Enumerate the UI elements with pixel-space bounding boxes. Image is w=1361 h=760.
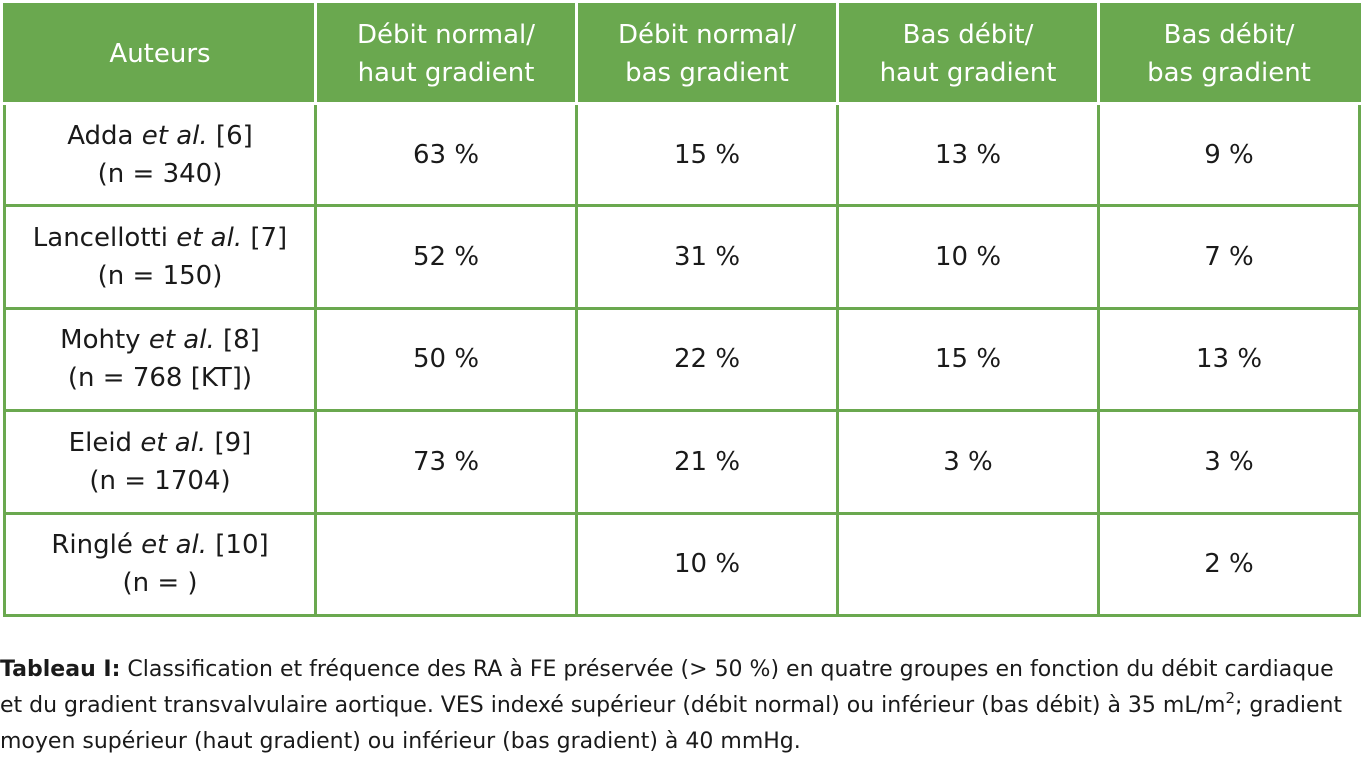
classification-table: Auteurs Débit normal/haut gradient Débit… (3, 3, 1361, 618)
value-cell: 52 % (314, 204, 578, 310)
value-cell (836, 511, 1100, 618)
value-cell: 10 % (575, 511, 839, 618)
value-cell (314, 511, 578, 618)
value-cell: 50 % (314, 306, 578, 413)
author-cell: Lancellotti et al. [7] (n = 150) (3, 204, 317, 310)
author-cell: Ringlé et al. [10] (n = ) (3, 511, 317, 618)
value-cell-highlight: 2 % (1097, 511, 1361, 618)
table-header-row: Auteurs Débit normal/haut gradient Débit… (3, 3, 1361, 105)
table-row: Mohty et al. [8] (n = 768 [KT]) 50 % 22 … (3, 306, 1361, 413)
value-cell: 15 % (836, 306, 1100, 413)
caption-text-end: ; gradient moyen supérieur (haut gradien… (0, 693, 1343, 754)
value-cell: 13 % (836, 101, 1100, 208)
table-row: Lancellotti et al. [7] (n = 150) 52 % 31… (3, 204, 1361, 310)
caption-text: Classification et fréquence des RA à FE … (0, 657, 1334, 718)
caption-superscript: 2 (1225, 689, 1235, 707)
header-normal-flow-high-gradient: Débit normal/haut gradient (314, 3, 578, 105)
author-cell: Eleid et al. [9] (n = 1704) (3, 409, 317, 515)
caption-label: Tableau I: (0, 657, 121, 682)
value-cell: 3 % (836, 409, 1100, 515)
author-cell: Mohty et al. [8] (n = 768 [KT]) (3, 306, 317, 413)
value-cell: 31 % (575, 204, 839, 310)
header-low-flow-high-gradient: Bas débit/haut gradient (836, 3, 1100, 105)
table-row: Eleid et al. [9] (n = 1704) 73 % 21 % 3 … (3, 409, 1361, 515)
table-caption: Tableau I: Classification et fréquence d… (0, 652, 1361, 760)
value-cell-highlight: 3 % (1097, 409, 1361, 515)
value-cell: 22 % (575, 306, 839, 413)
value-cell: 10 % (836, 204, 1100, 310)
value-cell: 21 % (575, 409, 839, 515)
header-authors: Auteurs (3, 3, 317, 105)
header-normal-flow-low-gradient: Débit normal/bas gradient (575, 3, 839, 105)
value-cell: 73 % (314, 409, 578, 515)
table-row: Adda et al. [6] (n = 340) 63 % 15 % 13 %… (3, 101, 1361, 208)
header-low-flow-low-gradient: Bas débit/bas gradient (1097, 3, 1361, 105)
value-cell: 15 % (575, 101, 839, 208)
value-cell: 63 % (314, 101, 578, 208)
value-cell-highlight: 7 % (1097, 204, 1361, 310)
value-cell-highlight: 9 % (1097, 101, 1361, 208)
value-cell-highlight: 13 % (1097, 306, 1361, 413)
author-cell: Adda et al. [6] (n = 340) (3, 101, 317, 208)
table-row: Ringlé et al. [10] (n = ) 10 % 2 % (3, 511, 1361, 618)
